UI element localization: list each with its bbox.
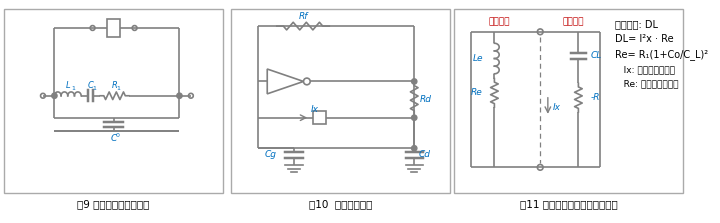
Text: 1: 1	[71, 86, 76, 91]
Circle shape	[177, 93, 182, 98]
Text: Rd: Rd	[420, 95, 432, 104]
Text: Cd: Cd	[419, 151, 431, 159]
Text: Re= R₁(1+Co/C_L)²: Re= R₁(1+Co/C_L)²	[615, 49, 708, 60]
Circle shape	[412, 79, 417, 84]
Bar	[107, 19, 120, 37]
Text: C: C	[88, 81, 94, 90]
Text: 0: 0	[115, 133, 120, 138]
Text: Cg: Cg	[265, 151, 276, 159]
Text: Re: 晶振的有效电阻: Re: 晶振的有效电阻	[615, 80, 678, 89]
Text: 激励等级: DL: 激励等级: DL	[615, 19, 657, 29]
Circle shape	[132, 26, 137, 30]
Text: CL: CL	[591, 51, 602, 60]
Circle shape	[304, 78, 310, 85]
Text: R: R	[112, 81, 117, 90]
Bar	[4, 9, 223, 193]
Circle shape	[189, 93, 193, 98]
Text: Ix: Ix	[311, 105, 319, 114]
Bar	[313, 111, 326, 124]
Circle shape	[412, 115, 417, 120]
Text: 1: 1	[93, 86, 96, 91]
Text: Ix: Ix	[553, 103, 561, 112]
Text: -R: -R	[591, 93, 600, 102]
Text: DL= I²x · Re: DL= I²x · Re	[615, 34, 673, 44]
Bar	[454, 9, 683, 193]
Polygon shape	[267, 69, 304, 94]
Circle shape	[90, 26, 95, 30]
Circle shape	[537, 165, 543, 170]
Circle shape	[537, 29, 543, 35]
Circle shape	[52, 93, 57, 98]
Text: Ix: 流经晶振的电流: Ix: 流经晶振的电流	[615, 66, 675, 74]
Text: 图11 晶振与振荡电路之间的关系: 图11 晶振与振荡电路之间的关系	[520, 200, 618, 210]
Circle shape	[40, 93, 45, 98]
Circle shape	[412, 146, 417, 151]
Text: 图9 石英晶振的等效电路: 图9 石英晶振的等效电路	[77, 200, 150, 210]
Text: 图10  振荡电路事例: 图10 振荡电路事例	[309, 200, 372, 210]
Text: C: C	[110, 134, 117, 143]
Text: 振荡电路: 振荡电路	[563, 18, 585, 27]
Text: 1: 1	[117, 86, 120, 91]
Text: Rf: Rf	[299, 12, 308, 21]
Text: Re: Re	[471, 88, 483, 97]
Bar	[231, 9, 451, 193]
Text: Le: Le	[472, 54, 483, 63]
Text: 石英晶振: 石英晶振	[488, 18, 510, 27]
Text: L: L	[66, 81, 70, 90]
